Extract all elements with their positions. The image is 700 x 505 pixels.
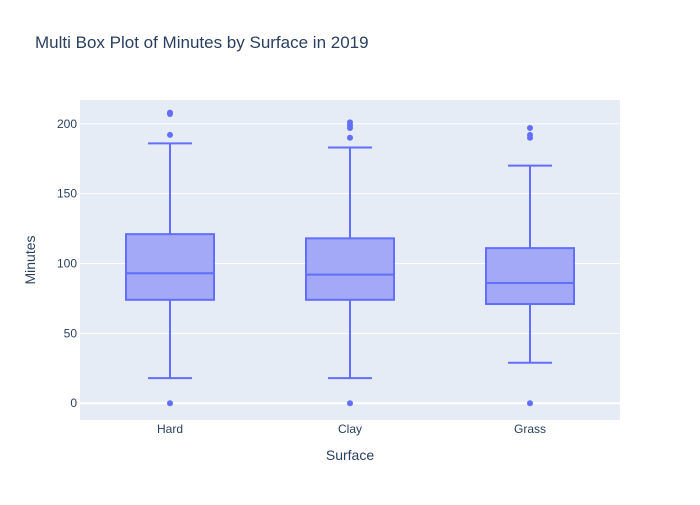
y-axis-label: Minutes (22, 235, 38, 284)
y-tick-label: 200 (57, 117, 77, 131)
outlier-point (527, 131, 533, 138)
x-axis-label: Surface (326, 447, 374, 463)
outlier-point (167, 131, 173, 138)
box-grass (485, 124, 575, 407)
y-tick-label: 50 (64, 326, 78, 340)
y-tick-label: 100 (57, 256, 77, 270)
boxes (125, 109, 575, 407)
outlier-point (347, 134, 353, 141)
x-tick-labels: Hard Clay Grass (157, 422, 546, 436)
x-tick-label: Grass (514, 422, 546, 436)
outlier-point (347, 119, 353, 126)
outlier-point (347, 400, 353, 407)
iqr-box (125, 233, 215, 301)
box-clay (305, 119, 395, 407)
x-tick-label: Hard (157, 422, 183, 436)
box-hard (125, 109, 215, 407)
y-tick-labels: 0 50 100 150 200 (57, 117, 77, 410)
outlier-point (527, 124, 533, 131)
chart-title: Multi Box Plot of Minutes by Surface in … (35, 33, 369, 52)
x-tick-label: Clay (338, 422, 362, 436)
outlier-point (527, 400, 533, 407)
iqr-box (305, 237, 395, 301)
y-tick-label: 150 (57, 187, 77, 201)
iqr-box (485, 247, 575, 306)
outlier-point (167, 109, 173, 116)
y-tick-label: 0 (70, 396, 77, 410)
outlier-point (167, 400, 173, 407)
